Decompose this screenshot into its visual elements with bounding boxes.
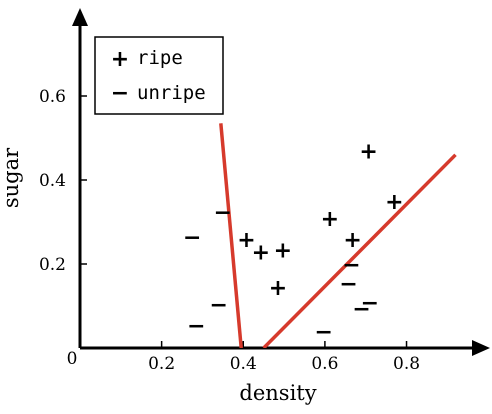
x-tick-label: 0.8 — [393, 354, 420, 374]
point-unripe: − — [342, 253, 360, 278]
point-unripe: − — [339, 272, 357, 297]
point-ripe: + — [252, 240, 270, 265]
x-tick-label: 0.4 — [230, 354, 257, 374]
x-axis-arrow — [472, 340, 490, 356]
x-tick-label: 0.6 — [311, 354, 338, 374]
legend-marker-unripe: − — [111, 81, 129, 106]
point-ripe: + — [385, 190, 403, 215]
legend-box — [94, 36, 224, 115]
legend-label-ripe: ripe — [137, 47, 183, 69]
point-unripe: − — [183, 226, 201, 251]
boundary-left — [219, 123, 243, 348]
point-ripe: + — [237, 228, 255, 253]
point-unripe: − — [361, 291, 379, 316]
point-ripe: + — [274, 238, 292, 263]
y-axis-arrow — [72, 8, 88, 26]
legend: + ripe − unripe — [94, 36, 224, 115]
origin-label: 0 — [67, 349, 78, 369]
point-ripe: + — [359, 140, 377, 165]
point-unripe: − — [214, 201, 232, 226]
y-tick-label: 0.4 — [39, 171, 66, 191]
point-unripe: − — [210, 293, 228, 318]
y-tick-label: 0.6 — [39, 87, 66, 107]
point-ripe: + — [343, 228, 361, 253]
point-unripe: − — [187, 314, 205, 339]
point-unripe: − — [314, 320, 332, 345]
point-unripe: − — [352, 297, 370, 322]
boundary-right — [262, 153, 457, 348]
point-ripe: + — [321, 207, 339, 232]
data-markers: ++ ++++++−−−−−−−−− — [183, 140, 403, 346]
point-ripe: + — [269, 276, 287, 301]
ticks: 0.2 0.4 0.6 0.8 0.2 0.4 0.6 — [39, 87, 420, 374]
legend-label-unripe: unripe — [137, 82, 206, 104]
y-tick-label: 0.2 — [39, 255, 66, 275]
legend-marker-ripe: + — [111, 47, 129, 72]
x-tick-label: 0.2 — [148, 354, 175, 374]
x-axis-title: density — [239, 381, 316, 405]
boundary-lines — [219, 123, 457, 348]
y-axis-title: sugar — [0, 147, 23, 208]
